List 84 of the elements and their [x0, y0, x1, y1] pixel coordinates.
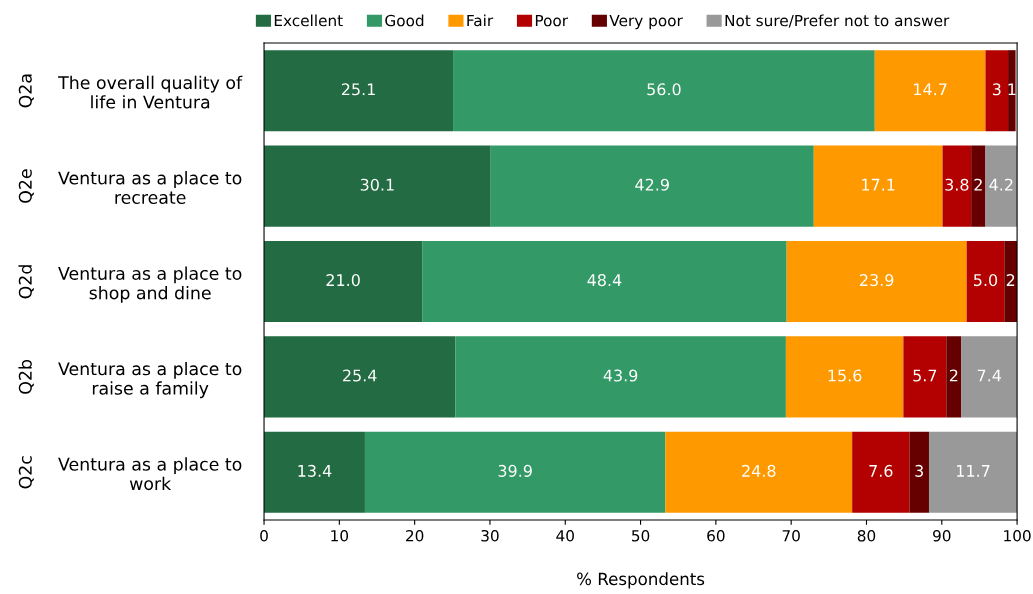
bar	[961, 336, 1018, 418]
data-label: 13.4	[298, 464, 332, 477]
x-tick-label: 30	[481, 529, 499, 542]
text: Q2d	[18, 265, 34, 299]
data-label: 15.6	[828, 369, 862, 382]
data-label: 39.9	[498, 464, 532, 477]
bar	[264, 431, 365, 513]
bar	[455, 336, 786, 418]
y-tick-label: Ventura as a place to recreate	[58, 171, 242, 204]
data-label: 11.7	[957, 465, 990, 477]
data-label: 25.4	[343, 369, 377, 382]
y-tick-label: Ventura as a place to work	[58, 457, 242, 491]
bar	[985, 145, 1018, 227]
x-tick-label: 50	[632, 529, 650, 542]
x-tick-label: 60	[707, 529, 725, 542]
x-tick-label: 10	[331, 529, 349, 542]
data-label: 2	[949, 369, 958, 382]
text: Q2e	[18, 169, 34, 203]
data-label: 25.1	[341, 83, 375, 96]
data-label: 3	[915, 464, 923, 477]
bar	[264, 240, 423, 323]
bar	[971, 145, 986, 227]
bar	[852, 431, 910, 513]
x-tick-label: 100	[1004, 529, 1031, 542]
data-label: 23.9	[860, 274, 894, 287]
bar	[665, 431, 853, 513]
data-label: 2	[974, 178, 982, 191]
data-label: 5.7	[913, 369, 937, 382]
bar	[785, 336, 904, 418]
data-label: 43.9	[603, 369, 638, 382]
bar	[264, 336, 456, 418]
data-label: 14.7	[914, 83, 947, 96]
bar	[786, 240, 967, 323]
data-label: 48.4	[587, 274, 622, 287]
bar	[422, 240, 787, 323]
bar	[364, 431, 666, 513]
bar	[946, 336, 962, 418]
data-label: 7.4	[977, 369, 1002, 382]
legend-label: Very poor	[609, 14, 683, 30]
x-tick-label: 40	[556, 529, 574, 542]
data-label: 5.0	[974, 274, 998, 287]
data-label: 56.0	[647, 83, 681, 96]
data-label: 42.9	[635, 178, 669, 191]
x-tick-label: 70	[782, 529, 800, 542]
data-label: 2	[1006, 274, 1015, 286]
legend-label: Fair	[467, 14, 494, 27]
data-label: 7.6	[869, 464, 893, 477]
data-label: 4.2	[989, 178, 1013, 191]
bar	[985, 50, 1009, 132]
bar	[1008, 50, 1016, 132]
bar	[928, 431, 1018, 513]
bar	[264, 145, 491, 227]
bar	[1004, 240, 1018, 323]
bar	[490, 145, 814, 227]
legend-label: Good	[385, 14, 424, 27]
text: Q2c	[18, 456, 34, 489]
bar	[909, 431, 929, 513]
y-tick-label: The overall quality of life in Ventura	[58, 75, 243, 109]
text: Q2a	[18, 74, 34, 108]
bar	[453, 50, 875, 132]
y-tick-label: Ventura as a place to raise a family	[58, 361, 242, 399]
x-tick-label: 20	[406, 529, 424, 542]
data-label: 30.1	[360, 178, 394, 191]
bar	[903, 336, 947, 418]
data-label: 3	[992, 83, 1001, 96]
data-label: 1	[1008, 83, 1016, 96]
data-label: 24.8	[742, 464, 776, 477]
legend-label: Poor	[535, 14, 569, 27]
data-label: 21.0	[326, 274, 360, 287]
bar	[942, 145, 972, 227]
x-tick-label: 0	[260, 529, 268, 542]
x-tick-label: 90	[933, 529, 951, 542]
bar	[813, 145, 943, 227]
legend-label: Not sure/Prefer not to answer	[725, 14, 950, 28]
data-label: 17.1	[862, 178, 895, 191]
x-tick-label: 80	[857, 529, 876, 542]
bar	[966, 240, 1005, 323]
bar	[874, 50, 986, 132]
bar	[264, 50, 454, 132]
x-axis-title: % Respondents	[577, 572, 705, 589]
legend-label: Excellent	[274, 14, 343, 27]
data-label: 3.8	[945, 178, 969, 191]
text: Q2b	[18, 359, 34, 394]
y-tick-label: Ventura as a place to shop and dine	[58, 266, 242, 303]
